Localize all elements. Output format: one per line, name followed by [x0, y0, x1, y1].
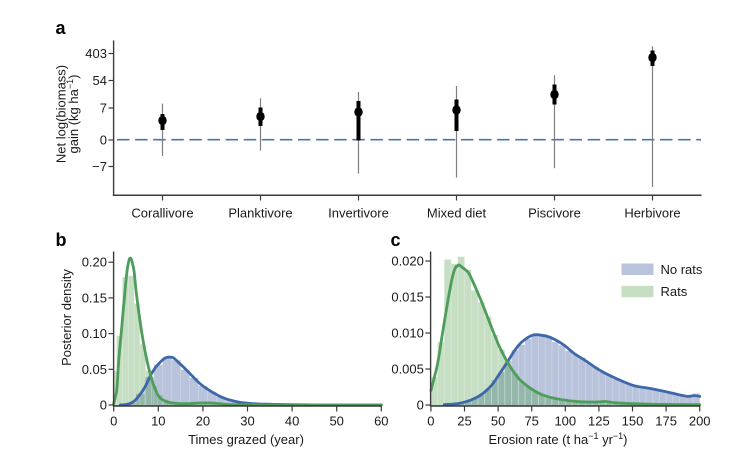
svg-text:0.20: 0.20	[82, 255, 107, 270]
svg-text:c: c	[391, 230, 401, 250]
svg-text:0.015: 0.015	[391, 290, 424, 305]
svg-text:0.15: 0.15	[82, 290, 107, 305]
svg-text:−7: −7	[92, 159, 107, 174]
svg-text:Invertivore: Invertivore	[328, 206, 389, 221]
svg-text:0: 0	[417, 398, 424, 413]
svg-text:30: 30	[240, 414, 254, 429]
svg-text:No rats: No rats	[661, 262, 703, 277]
svg-text:Herbivore: Herbivore	[624, 206, 680, 221]
svg-text:40: 40	[285, 414, 299, 429]
svg-text:Mixed diet: Mixed diet	[427, 206, 487, 221]
svg-text:50: 50	[491, 414, 505, 429]
svg-text:Net log(biomass)gain (kg ha−1): Net log(biomass)gain (kg ha−1)	[54, 65, 82, 163]
svg-text:10: 10	[151, 414, 165, 429]
svg-text:75: 75	[524, 414, 538, 429]
svg-text:150: 150	[622, 414, 644, 429]
svg-text:Corallivore: Corallivore	[131, 206, 193, 221]
svg-text:50: 50	[329, 414, 343, 429]
svg-text:Posterior density: Posterior density	[59, 269, 74, 366]
svg-text:0.005: 0.005	[391, 362, 424, 377]
svg-text:0.020: 0.020	[391, 254, 424, 269]
svg-text:a: a	[56, 18, 67, 38]
svg-text:175: 175	[655, 414, 677, 429]
svg-text:Rats: Rats	[661, 284, 688, 299]
svg-text:0.05: 0.05	[82, 362, 107, 377]
svg-text:Piscivore: Piscivore	[528, 206, 581, 221]
svg-text:Erosion rate (t ha−1 yr−1): Erosion rate (t ha−1 yr−1)	[488, 431, 627, 447]
svg-text:54: 54	[93, 73, 107, 88]
svg-text:100: 100	[554, 414, 576, 429]
svg-text:200: 200	[689, 414, 711, 429]
svg-text:20: 20	[196, 414, 210, 429]
svg-text:0.010: 0.010	[391, 326, 424, 341]
svg-text:25: 25	[457, 414, 471, 429]
svg-text:60: 60	[374, 414, 388, 429]
svg-text:0: 0	[427, 414, 434, 429]
svg-text:Planktivore: Planktivore	[228, 206, 292, 221]
svg-text:0: 0	[110, 414, 117, 429]
svg-text:125: 125	[588, 414, 610, 429]
svg-text:0.10: 0.10	[82, 326, 107, 341]
svg-text:403: 403	[85, 46, 107, 61]
svg-text:0: 0	[100, 133, 107, 148]
svg-text:b: b	[56, 230, 67, 250]
svg-text:7: 7	[100, 101, 107, 116]
svg-text:Times grazed (year): Times grazed (year)	[188, 432, 304, 447]
svg-text:0: 0	[100, 398, 107, 413]
